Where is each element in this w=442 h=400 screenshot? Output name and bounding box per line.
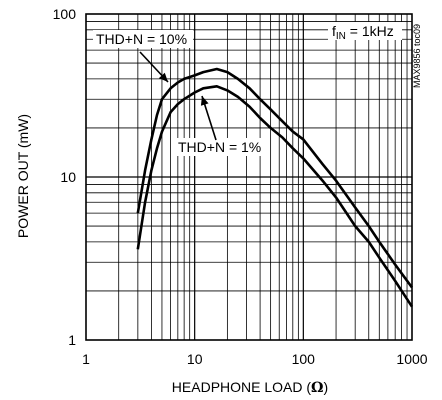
annotations: THD+N = 10% THD+N = 1% (93, 30, 263, 156)
series-lines (136, 67, 414, 308)
part-code-label: MAX9856 toc09 (412, 24, 422, 88)
series-line-thd10 (136, 67, 414, 289)
thd1-annotation-arrowhead (200, 96, 209, 106)
series-line-thd1 (136, 85, 414, 308)
y-tick-label: 10 (60, 169, 76, 185)
x-tick-label: 1 (82, 351, 90, 367)
plot-frame (85, 13, 413, 341)
x-tick-label: 100 (292, 351, 316, 367)
y-tick-label: 1 (68, 332, 76, 348)
thd10-annotation-label: THD+N = 10% (96, 31, 187, 47)
thd10-annotation-bg (93, 30, 193, 48)
thd1-annotation-bg (175, 138, 263, 156)
condition-label: fIN = 1kHz (328, 22, 402, 42)
y-tick-label: 100 (53, 6, 77, 22)
svg-text:fIN = 1kHz: fIN = 1kHz (332, 23, 394, 42)
x-tick-label: 1000 (396, 351, 427, 367)
x-tick-label: 10 (187, 351, 203, 367)
thd1-annotation-label: THD+N = 1% (178, 139, 261, 155)
x-axis-title: HEADPHONE LOAD (Ω) (172, 379, 328, 396)
grid-lines (86, 14, 412, 340)
tick-labels: 1 10 100 1000 1 10 100 (53, 6, 428, 367)
thd10-annotation-arrowhead (158, 72, 168, 82)
y-axis-title: POWER OUT (mW) (15, 114, 31, 238)
